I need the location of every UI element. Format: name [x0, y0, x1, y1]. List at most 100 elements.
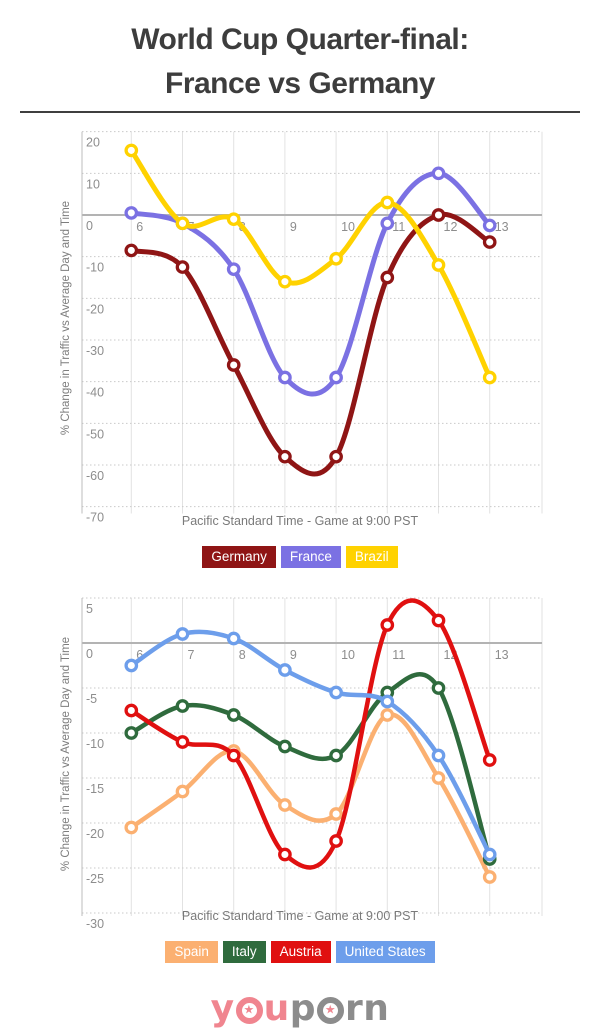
logo-o-ring-icon: ★	[316, 996, 344, 1024]
x-tick-label-13: 13	[495, 220, 509, 234]
y-tick-label--70: -70	[86, 511, 104, 525]
data-point-united-states-9[interactable]	[278, 663, 292, 677]
page-title: World Cup Quarter-final: France vs Germa…	[0, 18, 600, 106]
data-point-brazil-12[interactable]	[431, 258, 446, 272]
x-tick-label-6: 6	[136, 220, 143, 234]
data-point-germany-12[interactable]	[431, 208, 446, 222]
data-point-austria-9[interactable]	[278, 847, 292, 862]
data-point-brazil-9[interactable]	[278, 274, 292, 289]
data-point-brazil-8[interactable]	[226, 212, 241, 227]
data-point-germany-8[interactable]	[226, 358, 241, 372]
data-point-united-states-10[interactable]	[329, 685, 343, 700]
data-point-brazil-10[interactable]	[329, 251, 343, 266]
data-point-germany-11[interactable]	[380, 270, 395, 285]
chart2-legend: Spain Italy Austria United States	[0, 941, 600, 963]
data-point-france-10[interactable]	[329, 370, 343, 385]
logo-letter-r: r	[344, 988, 364, 1029]
y-tick-label--30: -30	[86, 917, 104, 931]
data-point-germany-13[interactable]	[482, 235, 497, 249]
series-line-austria	[129, 598, 492, 870]
data-point-italy-10[interactable]	[329, 748, 343, 763]
data-point-spain-9[interactable]	[278, 798, 292, 812]
y-tick-label--20: -20	[86, 827, 104, 841]
chart1-y-axis-title: % Change in Traffic vs Average Day and T…	[60, 200, 72, 436]
data-point-italy-9[interactable]	[278, 739, 292, 754]
series-france	[124, 166, 497, 397]
data-point-france-9[interactable]	[278, 370, 292, 385]
series-brazil	[124, 143, 497, 385]
data-point-austria-12[interactable]	[431, 613, 446, 628]
data-point-france-11[interactable]	[380, 216, 395, 231]
data-point-austria-10[interactable]	[329, 834, 343, 848]
data-point-austria-7[interactable]	[175, 735, 190, 749]
data-point-brazil-6[interactable]	[124, 143, 139, 158]
y-tick-label-0: 0	[86, 219, 93, 233]
data-point-united-states-8[interactable]	[226, 631, 241, 646]
logo-letter-n: n	[363, 988, 390, 1029]
x-tick-label-11: 11	[392, 648, 405, 662]
title-line-2: France vs Germany	[165, 67, 435, 100]
y-tick-label--50: -50	[86, 427, 104, 441]
x-tick-label-9: 9	[290, 220, 297, 234]
logo-letter-p: p	[289, 988, 316, 1029]
chart-2: 50-5-10-15-20-25-306 7 8 9 10 11 12 13	[81, 597, 543, 931]
data-point-spain-10[interactable]	[329, 807, 343, 821]
data-point-united-states-11[interactable]	[380, 694, 395, 709]
x-tick-label-9: 9	[290, 648, 297, 662]
x-tick-label-10: 10	[341, 220, 355, 234]
data-point-spain-7[interactable]	[175, 784, 190, 799]
data-point-spain-12[interactable]	[431, 771, 446, 785]
data-point-united-states-6[interactable]	[124, 658, 139, 673]
y-tick-label--40: -40	[86, 386, 104, 400]
logo-star-icon: ★	[324, 1002, 336, 1017]
x-tick-label-10: 10	[341, 648, 355, 662]
logo-star-icon: ★	[243, 1002, 255, 1017]
y-tick-label-20: 20	[86, 136, 100, 150]
data-point-brazil-13[interactable]	[482, 370, 497, 385]
data-point-germany-7[interactable]	[175, 260, 190, 274]
logo-o-ring-icon: ★	[235, 996, 263, 1024]
data-point-italy-6[interactable]	[124, 726, 139, 740]
data-point-germany-6[interactable]	[124, 243, 139, 258]
data-point-united-states-12[interactable]	[431, 748, 446, 763]
data-point-italy-12[interactable]	[431, 681, 446, 695]
series-line-france	[128, 170, 493, 397]
data-point-germany-9[interactable]	[278, 449, 292, 464]
legend-item-france: France	[280, 546, 341, 568]
series-line-germany	[128, 211, 493, 477]
series-italy	[124, 672, 497, 866]
data-point-austria-8[interactable]	[226, 748, 241, 763]
data-point-germany-10[interactable]	[329, 449, 343, 464]
title-line-1: World Cup Quarter-final:	[131, 23, 469, 56]
y-tick-label-10: 10	[86, 177, 100, 191]
data-point-brazil-7[interactable]	[175, 216, 190, 231]
data-point-united-states-7[interactable]	[175, 627, 190, 641]
data-point-france-13[interactable]	[482, 218, 497, 233]
y-tick-label--60: -60	[86, 469, 104, 483]
data-point-austria-11[interactable]	[380, 618, 395, 632]
data-point-italy-8[interactable]	[226, 708, 241, 722]
data-point-spain-11[interactable]	[380, 708, 395, 722]
y-tick-label-0: 0	[86, 647, 93, 661]
chart2-x-tick-labels: 6 7 8 9 10 11 12 13	[136, 648, 508, 662]
data-point-italy-7[interactable]	[175, 699, 190, 713]
chart2-x-axis-caption: Pacific Standard Time - Game at 9:00 PST	[181, 909, 419, 923]
data-point-france-6[interactable]	[124, 206, 139, 220]
data-point-spain-13[interactable]	[482, 870, 497, 884]
chart2-y-axis-title: % Change in Traffic vs Average Day and T…	[60, 636, 72, 872]
data-point-austria-6[interactable]	[124, 703, 139, 718]
data-point-france-8[interactable]	[226, 262, 241, 277]
data-point-france-12[interactable]	[431, 166, 446, 181]
logo-letter-y: y	[210, 988, 235, 1029]
data-point-austria-13[interactable]	[482, 753, 497, 767]
data-point-united-states-13[interactable]	[482, 847, 497, 862]
chart2-horizontal-gridlines: 5 0 -5 -10 -15 -20 -25 -30	[82, 597, 542, 931]
data-point-brazil-11[interactable]	[380, 195, 395, 210]
y-tick-label--15: -15	[86, 782, 104, 796]
x-tick-label-13: 13	[495, 648, 509, 662]
legend-item-spain: Spain	[165, 941, 218, 963]
x-tick-label-7: 7	[188, 648, 195, 662]
data-point-spain-6[interactable]	[124, 820, 139, 835]
